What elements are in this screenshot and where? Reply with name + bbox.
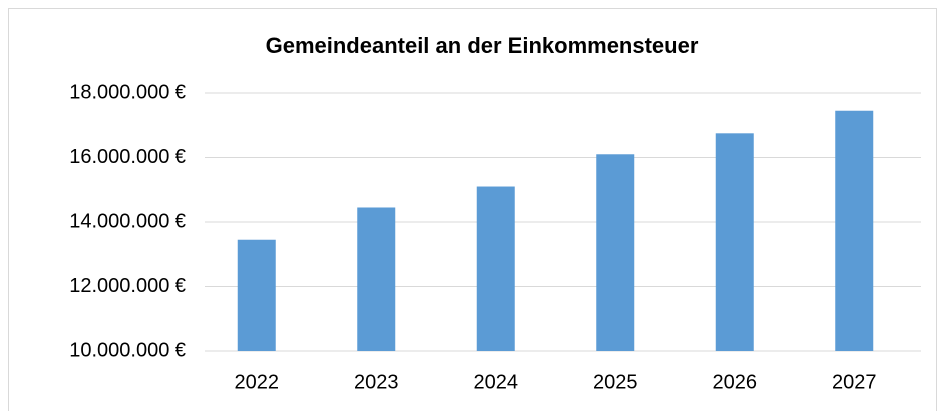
x-tick-label: 2023 [354, 371, 399, 393]
bar [476, 186, 515, 351]
x-tick-label: 2022 [235, 371, 280, 393]
x-tick-label: 2027 [832, 371, 877, 393]
y-tick-label: 12.000.000 € [69, 275, 186, 297]
chart-title: Gemeindeanteil an der Einkommensteuer [266, 33, 699, 58]
y-tick-label: 18.000.000 € [69, 81, 186, 103]
bar [237, 239, 276, 351]
bar [835, 110, 874, 351]
bar [596, 154, 635, 351]
y-tick-label: 16.000.000 € [69, 146, 186, 168]
x-tick-label: 2024 [474, 371, 519, 393]
y-tick-label: 14.000.000 € [69, 210, 186, 232]
x-tick-label: 2025 [593, 371, 638, 393]
y-tick-label: 10.000.000 € [69, 339, 186, 361]
bar [715, 133, 754, 351]
x-tick-label: 2026 [713, 371, 758, 393]
bar [357, 207, 396, 351]
chart-border [8, 8, 937, 411]
